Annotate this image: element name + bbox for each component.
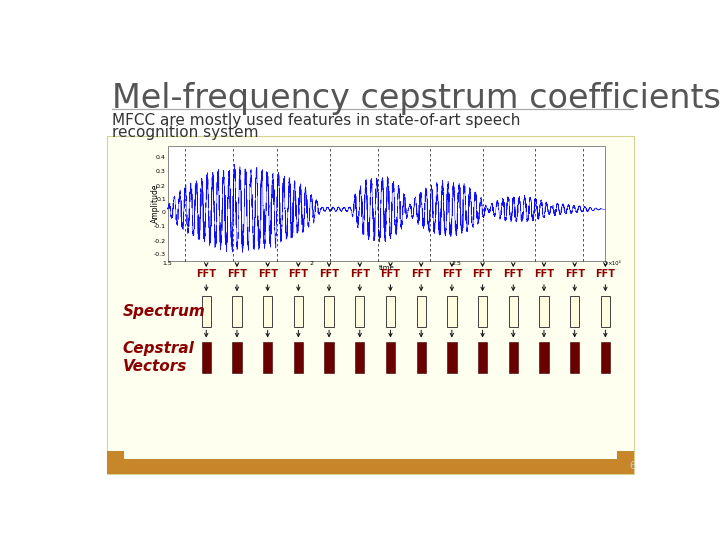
Text: 0.1: 0.1	[156, 198, 166, 202]
Text: recognition system: recognition system	[112, 125, 258, 140]
Text: FFT: FFT	[288, 269, 308, 279]
Text: FFT: FFT	[534, 269, 554, 279]
Bar	[263, 296, 272, 327]
Bar	[539, 342, 549, 373]
Bar	[447, 342, 456, 373]
Bar	[325, 342, 333, 373]
Text: 6: 6	[629, 461, 636, 471]
Bar	[508, 296, 518, 327]
Text: Spectrum: Spectrum	[122, 303, 205, 319]
Bar	[386, 296, 395, 327]
Text: 1.5: 1.5	[163, 261, 172, 266]
Text: FFT: FFT	[380, 269, 400, 279]
Bar	[233, 296, 242, 327]
Bar	[355, 296, 364, 327]
Text: FFT: FFT	[350, 269, 370, 279]
Text: 0.2: 0.2	[156, 184, 166, 188]
Bar	[233, 342, 242, 373]
Text: -0.2: -0.2	[154, 239, 166, 244]
Bar	[294, 342, 303, 373]
Bar	[570, 296, 580, 327]
Bar	[263, 342, 272, 373]
Text: 2.5: 2.5	[451, 261, 462, 266]
Text: -0.3: -0.3	[154, 252, 166, 256]
Bar	[570, 342, 580, 373]
Bar	[107, 451, 124, 475]
Text: 0.4: 0.4	[156, 154, 166, 160]
Bar	[508, 342, 518, 373]
Bar	[107, 136, 634, 475]
Text: Mel-frequency cepstrum coefficients: Mel-frequency cepstrum coefficients	[112, 82, 720, 114]
Text: ×10⁴: ×10⁴	[607, 261, 621, 266]
Text: MFCC are mostly used features in state-of-art speech: MFCC are mostly used features in state-o…	[112, 112, 520, 127]
Bar	[325, 296, 333, 327]
Bar	[416, 296, 426, 327]
Text: FFT: FFT	[595, 269, 616, 279]
Text: FFT: FFT	[503, 269, 523, 279]
Bar	[386, 342, 395, 373]
Bar	[539, 296, 549, 327]
Text: Amplitude: Amplitude	[150, 184, 160, 223]
Bar	[168, 146, 606, 261]
Text: 3: 3	[603, 261, 608, 266]
Text: FFT: FFT	[411, 269, 431, 279]
Bar	[600, 296, 610, 327]
Bar	[600, 342, 610, 373]
Text: time: time	[379, 265, 395, 272]
Text: FFT: FFT	[197, 269, 216, 279]
Bar	[107, 459, 634, 475]
Text: Cepstral
Vectors: Cepstral Vectors	[122, 341, 194, 374]
Bar	[294, 296, 303, 327]
Text: FFT: FFT	[258, 269, 278, 279]
Text: FFT: FFT	[472, 269, 492, 279]
Text: 0.3: 0.3	[156, 168, 166, 173]
Bar	[355, 342, 364, 373]
Bar	[478, 342, 487, 373]
Bar	[202, 342, 211, 373]
Text: 0: 0	[162, 210, 166, 215]
Text: FFT: FFT	[319, 269, 339, 279]
Text: FFT: FFT	[227, 269, 247, 279]
Bar	[617, 451, 634, 475]
Text: FFT: FFT	[442, 269, 462, 279]
Text: 2: 2	[310, 261, 314, 266]
Text: -0.1: -0.1	[154, 224, 166, 229]
Bar	[416, 342, 426, 373]
Bar	[478, 296, 487, 327]
Text: FFT: FFT	[564, 269, 585, 279]
Bar	[202, 296, 211, 327]
Bar	[447, 296, 456, 327]
